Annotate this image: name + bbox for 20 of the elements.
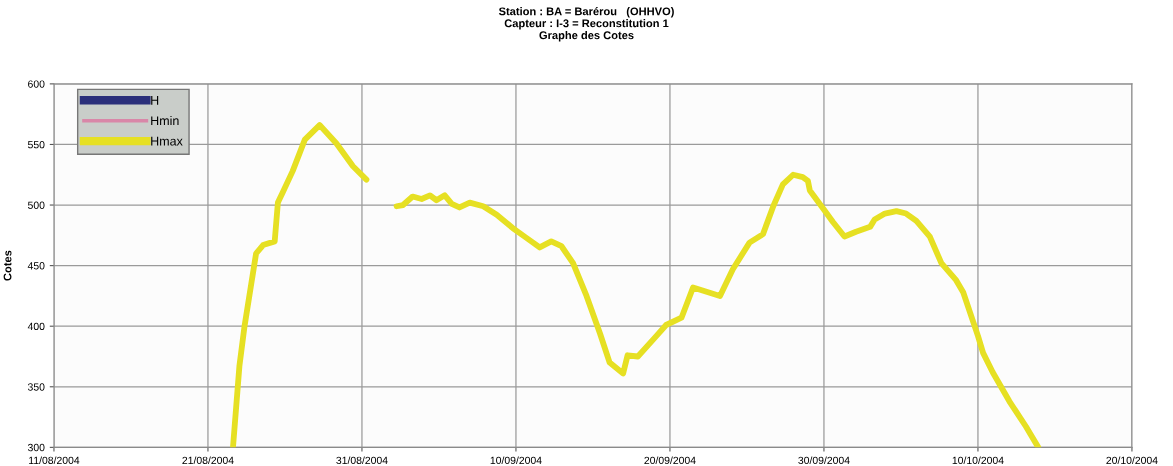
y-axis-title: Cotes xyxy=(3,250,12,281)
x-tick-label: 11/08/2004 xyxy=(29,456,80,465)
x-tick-label: 10/09/2004 xyxy=(490,456,542,465)
x-tick-label: 20/09/2004 xyxy=(644,456,696,465)
y-tick-label: 600 xyxy=(28,80,45,88)
x-tick-label: 10/10/2004 xyxy=(952,456,1004,465)
y-tick-label: 350 xyxy=(27,383,45,391)
y-tick-label: 400 xyxy=(27,322,45,331)
legend-label: Hmax xyxy=(151,136,183,146)
x-tick-label: 20/10/2004 xyxy=(1106,456,1158,465)
y-tick-label: 300 xyxy=(27,443,45,452)
x-tick-label: 21/08/2004 xyxy=(182,456,234,465)
y-tick-label: 550 xyxy=(27,140,45,149)
y-tick-label: 500 xyxy=(27,201,45,209)
x-tick-label: 31/08/2004 xyxy=(336,456,388,465)
chart-title: Station : BA = Barérou (OHHVO) Capteur : I-3 = Reconstitution 1 Graphe des Cotes xyxy=(498,6,674,42)
legend-label: Hmin xyxy=(151,115,179,126)
legend-label: H xyxy=(151,96,159,105)
y-tick-label: 450 xyxy=(27,262,45,270)
x-tick-label: 30/09/2004 xyxy=(798,456,850,465)
